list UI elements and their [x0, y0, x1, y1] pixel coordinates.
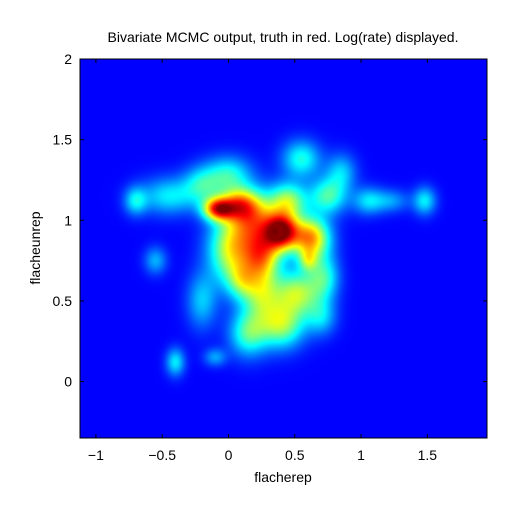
- y-tick-label: 1.5: [53, 132, 73, 148]
- y-tick-label: 2: [64, 51, 72, 67]
- x-tick-label: −1: [88, 447, 104, 463]
- heatmap-image-container: [80, 59, 487, 438]
- x-tick-label: 1.5: [418, 447, 438, 463]
- x-tick-label: −0.5: [148, 447, 176, 463]
- chart-title: Bivariate MCMC output, truth in red. Log…: [108, 29, 459, 45]
- heatmap-canvas: [80, 59, 487, 438]
- x-tick-label: 0: [225, 447, 233, 463]
- y-axis-label: flacheunrep: [27, 211, 43, 284]
- y-tick-label: 1: [64, 212, 72, 228]
- x-tick-label: 0.5: [285, 447, 305, 463]
- y-axis: 0 0.5 1 1.5 2: [53, 51, 487, 390]
- y-tick-label: 0.5: [53, 293, 73, 309]
- x-axis: −1 −0.5 0 0.5 1 1.5: [88, 59, 437, 463]
- plot-frame: [79, 58, 488, 439]
- y-tick-label: 0: [64, 374, 72, 390]
- x-axis-label: flacherep: [254, 469, 312, 485]
- x-tick-label: 1: [357, 447, 365, 463]
